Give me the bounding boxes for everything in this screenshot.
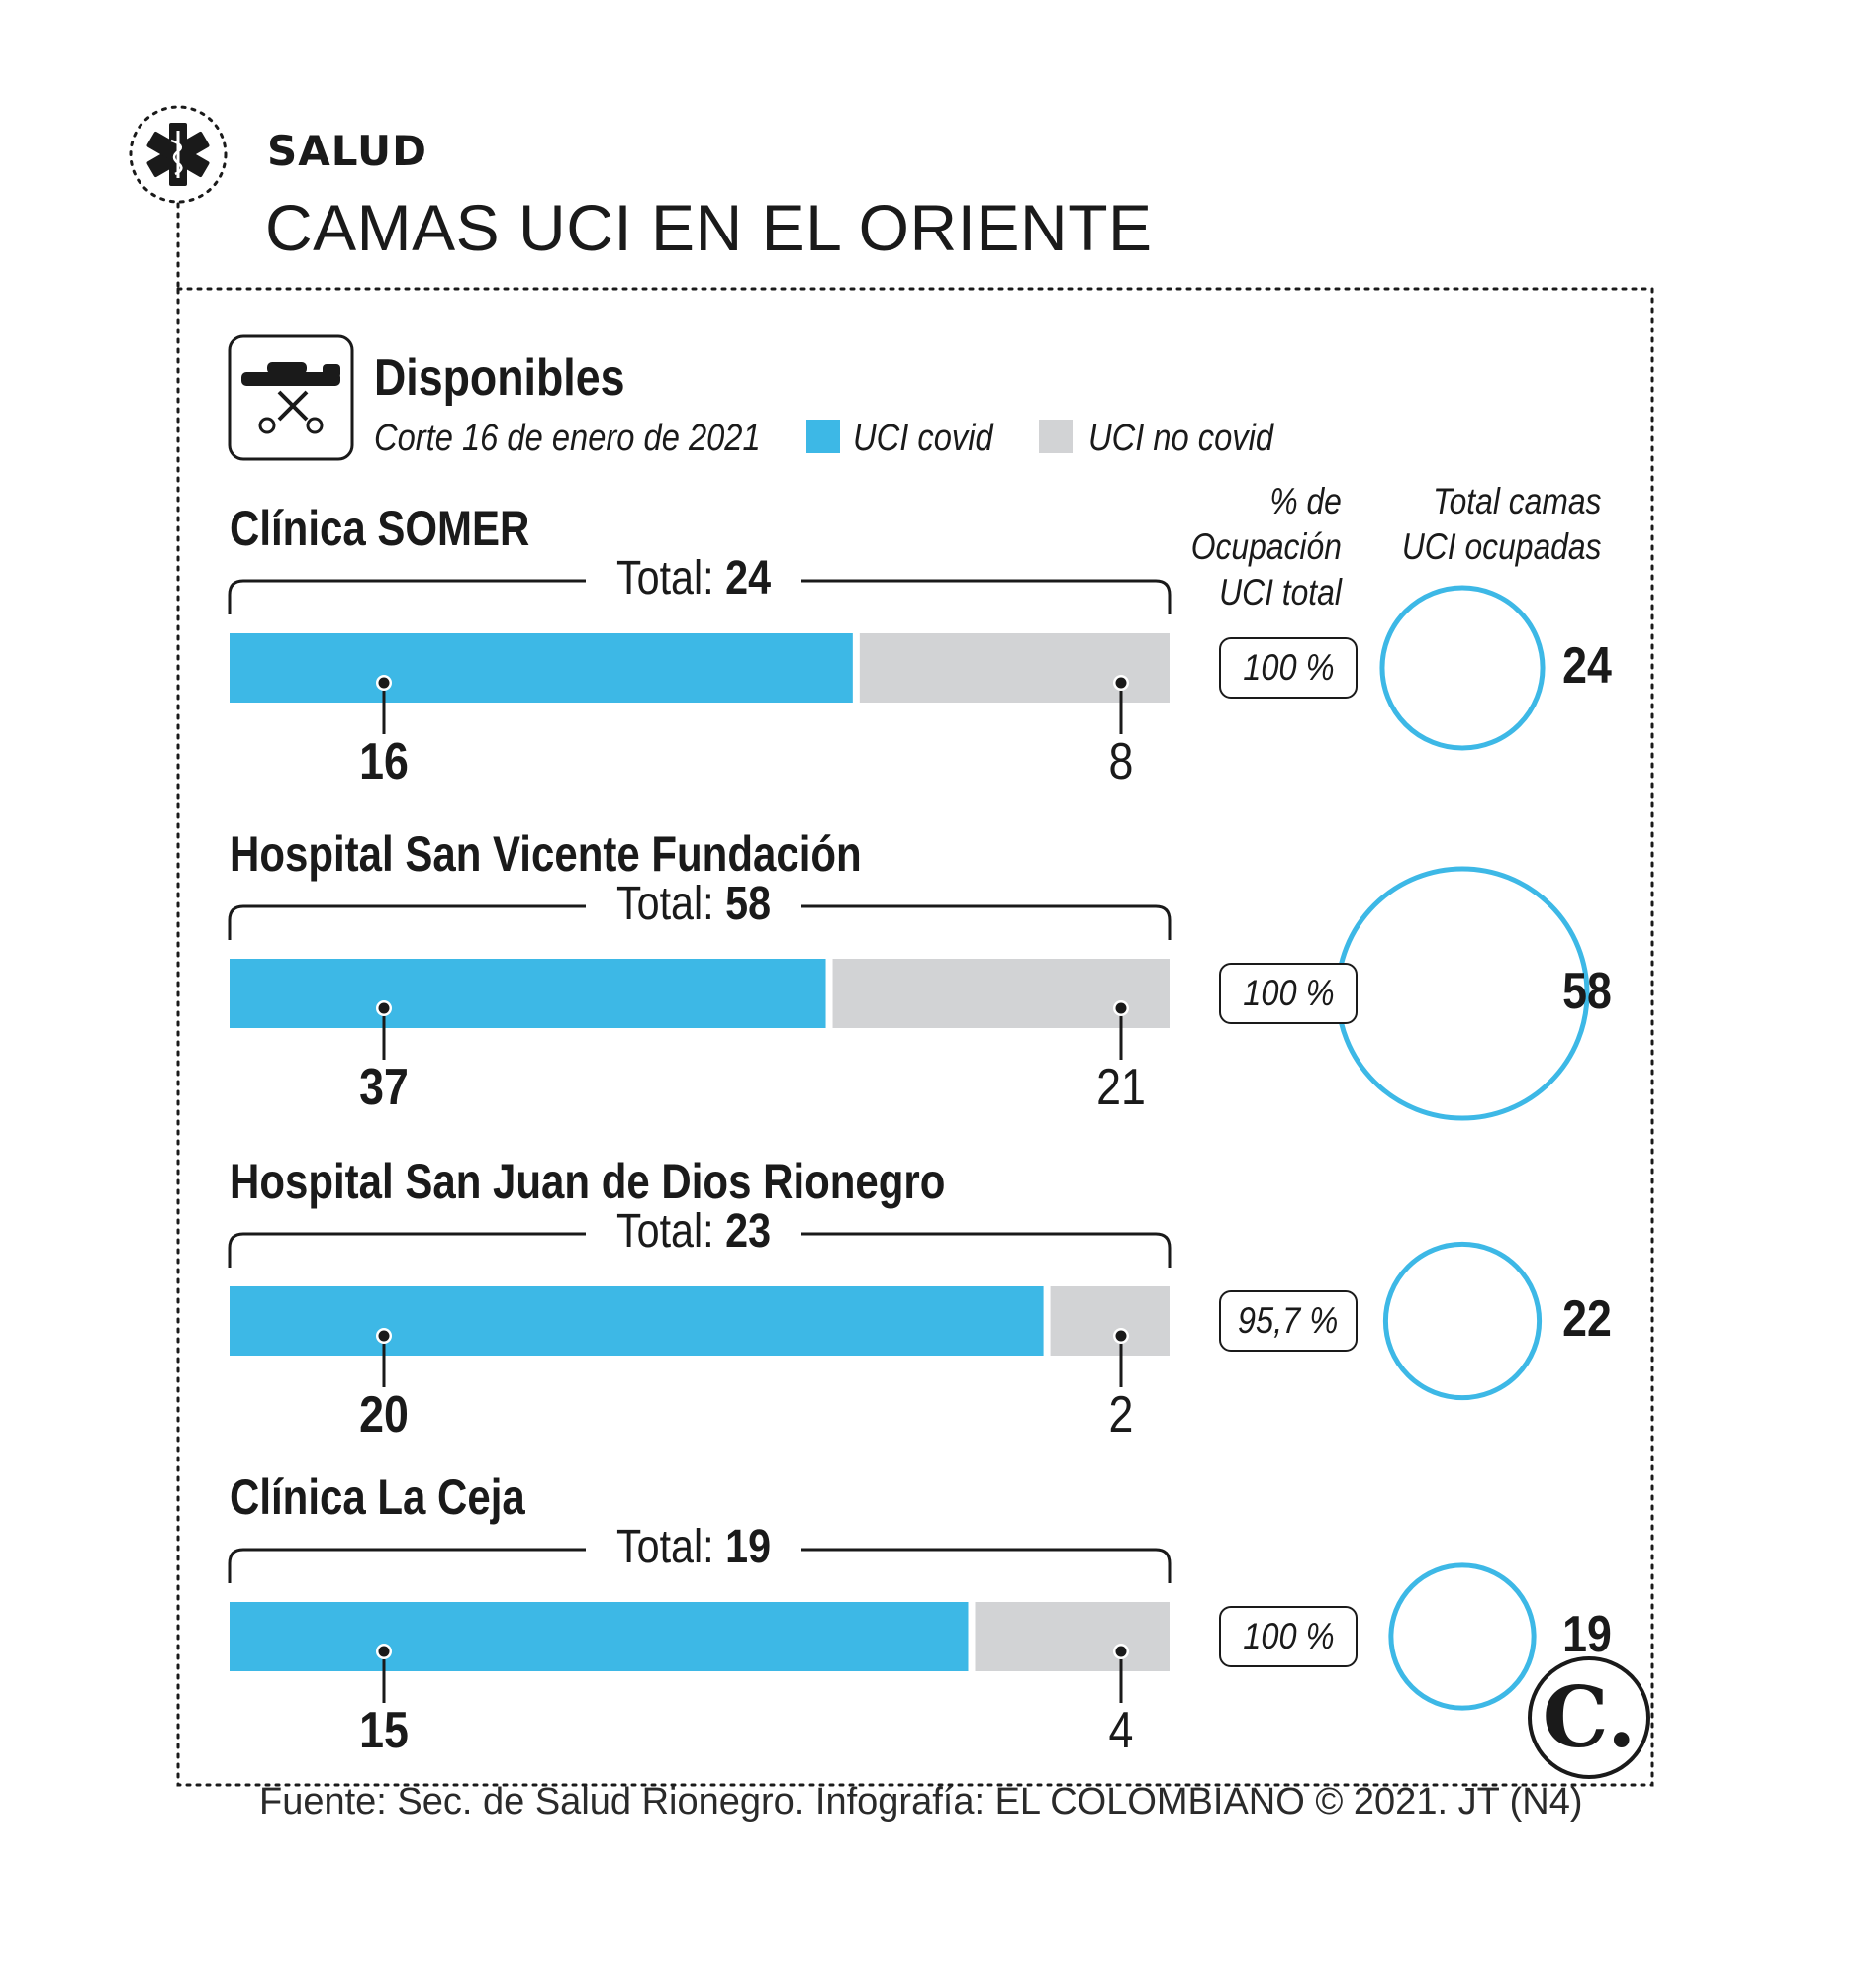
chart-marks (228, 579, 1590, 1711)
col-header-total-line1: Total camas (1432, 481, 1601, 521)
value-uci-covid: 15 (359, 1702, 409, 1759)
total-prefix: Total: (615, 1521, 714, 1573)
total-bracket-left (228, 579, 586, 614)
total-value: 23 (725, 1205, 772, 1258)
col-header-total-line2: UCI ocupadas (1401, 526, 1601, 567)
pin-covid-dot (378, 677, 390, 689)
total-value: 19 (725, 1521, 772, 1573)
occupancy-pct-box: 95,7 % (1219, 1290, 1358, 1352)
col-header-occupancy-line1: % de (1269, 481, 1342, 521)
pin-no-covid-dot (1115, 1646, 1127, 1657)
total-bracket-left (228, 1232, 586, 1268)
legend-swatch-no-covid (1039, 420, 1073, 453)
value-uci-covid: 16 (359, 733, 409, 791)
total-bracket-left (228, 1548, 586, 1583)
col-header-total-occupied: Total camas UCI ocupadas (1401, 479, 1601, 570)
occupancy-pct: 100 % (1242, 973, 1335, 1013)
total-value: 24 (725, 552, 772, 605)
hospital-name: Hospital San Vicente Fundación (230, 826, 862, 882)
bar-uci-no-covid (1050, 1286, 1170, 1356)
occupied-count: 22 (1562, 1290, 1612, 1348)
occupancy-pct: 95,7 % (1238, 1300, 1339, 1341)
total-bracket-right (801, 1548, 1172, 1583)
total-value: 58 (725, 878, 772, 930)
total-label: Total: 19 (566, 1520, 821, 1574)
pin-covid-dot (378, 1646, 390, 1657)
bar-uci-covid (230, 1602, 969, 1671)
total-prefix: Total: (615, 878, 714, 930)
col-header-occupancy-line3: UCI total (1219, 572, 1342, 613)
hospital-name: Hospital San Juan de Dios Rionegro (230, 1154, 946, 1209)
col-header-occupancy: % de Ocupación UCI total (1191, 479, 1342, 615)
legend-label-covid: UCI covid (853, 418, 993, 459)
total-prefix: Total: (615, 552, 714, 605)
pin-no-covid-dot (1115, 677, 1127, 689)
total-prefix: Total: (615, 1205, 714, 1258)
total-bracket-left (228, 904, 586, 940)
panel-heading: Disponibles (374, 349, 625, 407)
bar-uci-covid (230, 633, 853, 703)
pin-no-covid-dot (1115, 1002, 1127, 1014)
occupied-circle (1388, 1562, 1537, 1711)
hospital-name: Clínica La Ceja (230, 1469, 525, 1525)
legend-label-no-covid: UCI no covid (1088, 418, 1274, 459)
cutoff-date: Corte 16 de enero de 2021 (374, 418, 761, 459)
occupied-count: 58 (1562, 963, 1612, 1020)
page-title: CAMAS UCI EN EL ORIENTE (265, 191, 1153, 264)
medical-star-icon (129, 105, 228, 204)
el-colombiano-logo: C. (1528, 1656, 1650, 1779)
occupied-count: 19 (1562, 1606, 1612, 1663)
occupancy-pct: 100 % (1242, 647, 1335, 688)
occupied-circle (1382, 1241, 1543, 1401)
col-header-occupancy-line2: Ocupación (1190, 526, 1342, 567)
total-bracket-right (801, 904, 1172, 940)
occupied-circle (1379, 585, 1546, 751)
total-label: Total: 24 (566, 551, 821, 606)
total-label: Total: 58 (566, 877, 821, 931)
stretcher-icon (228, 334, 354, 461)
pin-covid-dot (378, 1330, 390, 1342)
bar-uci-covid (230, 1286, 1044, 1356)
source-footer: Fuente: Sec. de Salud Rionegro. Infograf… (259, 1781, 1583, 1823)
total-bracket-right (801, 1232, 1172, 1268)
total-label: Total: 23 (566, 1204, 821, 1259)
value-uci-covid: 37 (359, 1059, 409, 1116)
occupancy-pct-box: 100 % (1219, 963, 1358, 1024)
occupancy-pct-box: 100 % (1219, 637, 1358, 699)
legend-swatch-covid (806, 420, 840, 453)
value-uci-no-covid: 8 (1108, 733, 1134, 791)
occupancy-pct: 100 % (1242, 1616, 1335, 1656)
bar-uci-no-covid (859, 633, 1170, 703)
pin-no-covid-dot (1115, 1330, 1127, 1342)
value-uci-no-covid: 4 (1108, 1702, 1134, 1759)
occupancy-pct-box: 100 % (1219, 1606, 1358, 1667)
hospital-name: Clínica SOMER (230, 501, 530, 556)
bar-uci-no-covid (832, 959, 1170, 1028)
value-uci-covid: 20 (359, 1386, 409, 1444)
pin-covid-dot (378, 1002, 390, 1014)
section-kicker: SALUD (267, 127, 427, 175)
total-bracket-right (801, 579, 1172, 614)
occupied-count: 24 (1562, 637, 1612, 695)
bar-uci-covid (230, 959, 826, 1028)
value-uci-no-covid: 2 (1108, 1386, 1134, 1444)
value-uci-no-covid: 21 (1096, 1059, 1146, 1116)
bar-uci-no-covid (975, 1602, 1170, 1671)
